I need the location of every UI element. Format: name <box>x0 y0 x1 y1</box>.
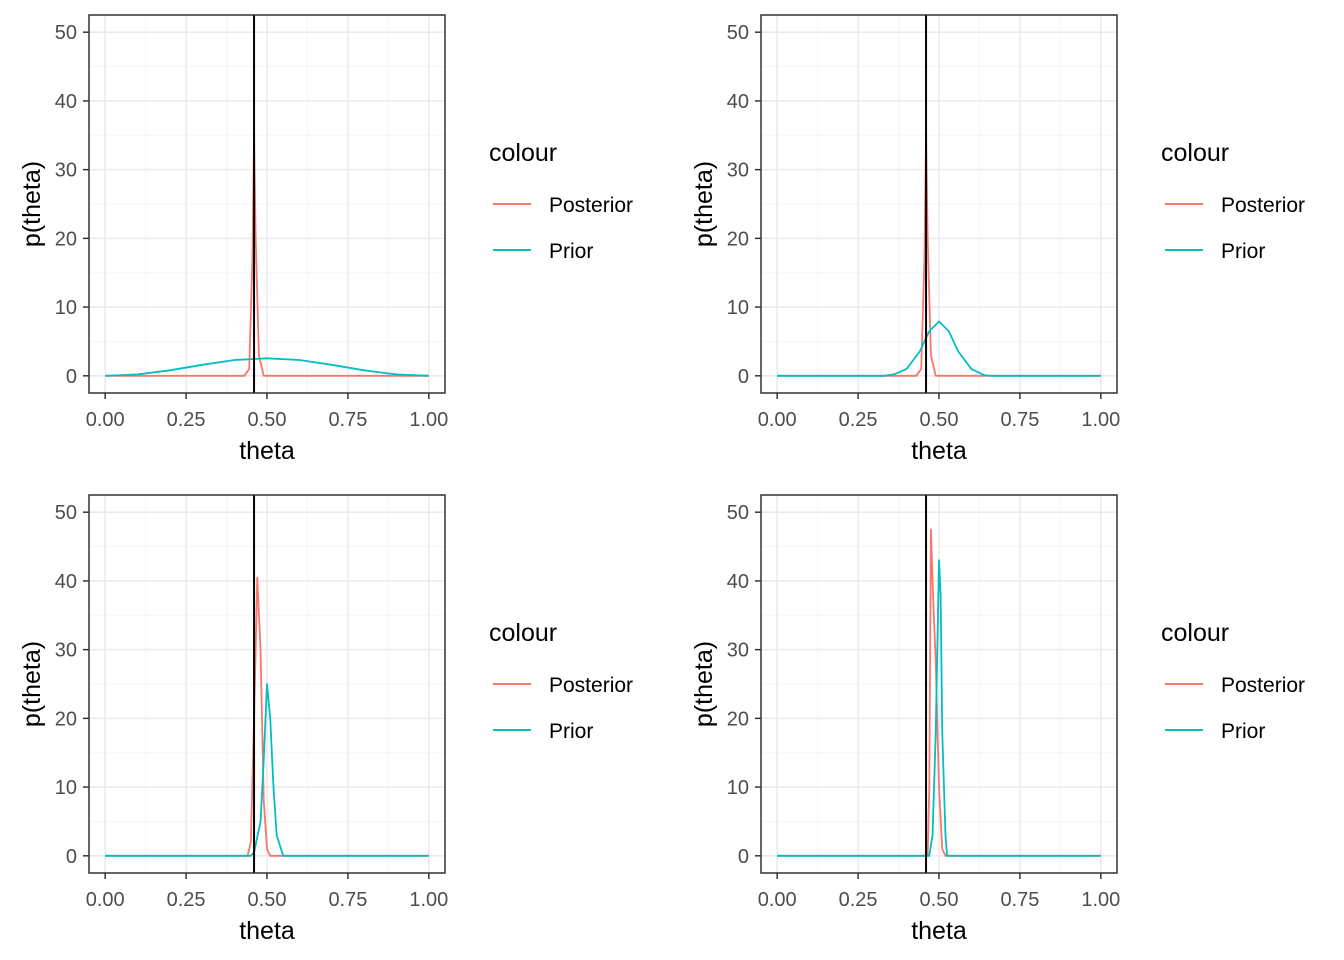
x-tick-label-0: 0.00 <box>86 889 125 911</box>
chart-panel-3: 0.00 0.25 0.50 0.75 1.00 0 10 20 30 40 50 theta p(th… <box>18 494 633 945</box>
y-tick-label-1: 10 <box>727 777 749 799</box>
y-tick-label-5: 50 <box>55 502 77 524</box>
y-tick-label-0: 0 <box>66 846 77 868</box>
legend: colour Posterior Prior <box>489 619 633 743</box>
x-tick-label-1: 0.25 <box>167 409 206 431</box>
chart-panel-2: 0.00 0.25 0.50 0.75 1.00 0 10 20 30 40 50 theta p(th… <box>690 14 1305 465</box>
x-tick-label-2: 0.50 <box>248 409 287 431</box>
legend-label-prior: Prior <box>549 240 593 263</box>
legend-label-posterior: Posterior <box>1221 194 1305 217</box>
chart-panel-4: 0.00 0.25 0.50 0.75 1.00 0 10 20 30 40 50 theta p(th… <box>690 494 1305 945</box>
legend: colour Posterior Prior <box>489 139 633 263</box>
legend-label-posterior: Posterior <box>1221 674 1305 697</box>
legend-label-prior: Prior <box>549 720 593 743</box>
x-tick-label-2: 0.50 <box>248 889 287 911</box>
legend: colour Posterior Prior <box>1161 139 1305 263</box>
y-tick-label-2: 20 <box>727 228 749 250</box>
y-tick-label-0: 0 <box>66 366 77 388</box>
x-tick-label-0: 0.00 <box>758 889 797 911</box>
x-tick-label-2: 0.50 <box>920 409 959 431</box>
y-tick-label-4: 40 <box>55 571 77 593</box>
legend-title: colour <box>489 619 557 647</box>
legend-label-posterior: Posterior <box>549 674 633 697</box>
legend-label-posterior: Posterior <box>549 194 633 217</box>
x-tick-label-3: 0.75 <box>328 889 367 911</box>
x-tick-label-3: 0.75 <box>1000 889 1039 911</box>
x-tick-label-0: 0.00 <box>86 409 125 431</box>
legend-title: colour <box>489 139 557 167</box>
y-tick-label-5: 50 <box>727 22 749 44</box>
x-tick-label-4: 1.00 <box>409 409 448 431</box>
legend-title: colour <box>1161 139 1229 167</box>
series-line-prior <box>105 357 429 377</box>
y-tick-label-5: 50 <box>727 502 749 524</box>
x-tick-label-1: 0.25 <box>839 889 878 911</box>
y-tick-label-2: 20 <box>55 228 77 250</box>
y-tick-label-3: 30 <box>727 160 749 182</box>
x-axis-title: theta <box>911 437 967 465</box>
chart-panel-1: 0.00 0.25 0.50 0.75 1.00 0 10 20 30 40 50 theta p(th… <box>18 14 633 465</box>
y-tick-label-4: 40 <box>727 571 749 593</box>
x-axis-title: theta <box>239 437 295 465</box>
series-line-posterior <box>105 576 429 857</box>
series-line-prior <box>777 320 1101 377</box>
legend-title: colour <box>1161 619 1229 647</box>
y-tick-label-1: 10 <box>727 297 749 319</box>
legend: colour Posterior Prior <box>1161 619 1305 743</box>
y-tick-label-4: 40 <box>727 91 749 113</box>
x-axis-title: theta <box>911 917 967 945</box>
series-line-posterior <box>777 528 1101 857</box>
series-line-prior <box>105 683 429 857</box>
x-tick-label-3: 0.75 <box>328 409 367 431</box>
x-tick-label-1: 0.25 <box>839 409 878 431</box>
y-tick-label-0: 0 <box>738 366 749 388</box>
y-tick-label-1: 10 <box>55 297 77 319</box>
y-tick-label-1: 10 <box>55 777 77 799</box>
y-tick-label-3: 30 <box>55 640 77 662</box>
y-axis-title: p(theta) <box>690 641 718 727</box>
y-tick-label-4: 40 <box>55 91 77 113</box>
x-tick-label-2: 0.50 <box>920 889 959 911</box>
y-tick-label-0: 0 <box>738 846 749 868</box>
x-tick-label-4: 1.00 <box>1081 409 1120 431</box>
x-tick-label-1: 0.25 <box>167 889 206 911</box>
y-tick-label-2: 20 <box>55 708 77 730</box>
y-axis-title: p(theta) <box>690 161 718 247</box>
x-tick-label-4: 1.00 <box>1081 889 1120 911</box>
y-tick-label-2: 20 <box>727 708 749 730</box>
series-line-prior <box>777 559 1101 857</box>
y-tick-label-3: 30 <box>727 640 749 662</box>
legend-label-prior: Prior <box>1221 240 1265 263</box>
x-tick-label-0: 0.00 <box>758 409 797 431</box>
x-axis-title: theta <box>239 917 295 945</box>
y-axis-title: p(theta) <box>18 161 46 247</box>
x-tick-label-3: 0.75 <box>1000 409 1039 431</box>
y-axis-title: p(theta) <box>18 641 46 727</box>
legend-label-prior: Prior <box>1221 720 1265 743</box>
y-tick-label-5: 50 <box>55 22 77 44</box>
y-tick-label-3: 30 <box>55 160 77 182</box>
x-tick-label-4: 1.00 <box>409 889 448 911</box>
